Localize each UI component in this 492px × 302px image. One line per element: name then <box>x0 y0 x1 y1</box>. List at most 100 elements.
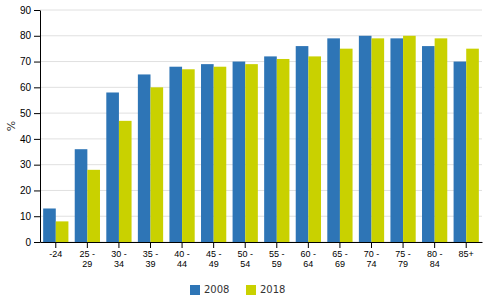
y-tick: 20 <box>20 185 40 196</box>
x-tick-mark <box>434 242 435 248</box>
bar-series <box>56 36 479 242</box>
x-tick-label-line: 70 - <box>364 249 380 259</box>
x-tick-label: 30 -34 <box>111 249 127 269</box>
x-tick-label-line: 79 <box>398 259 408 269</box>
x-tick-label: 65 -69 <box>332 249 348 269</box>
y-tick: 0 <box>25 237 40 248</box>
legend-item: 2018 <box>246 284 285 295</box>
x-tick-label: 50 -54 <box>237 249 253 269</box>
y-tick: 90 <box>20 5 40 16</box>
y-tick: 80 <box>20 30 40 41</box>
x-tick-label: 25 -29 <box>80 249 96 269</box>
x-tick-label-line: 60 - <box>301 249 317 259</box>
x-tick-label-line: 25 - <box>80 249 96 259</box>
x-tick-label-line: 64 <box>303 259 313 269</box>
bar <box>56 221 69 242</box>
bar <box>43 208 56 242</box>
bar <box>151 87 164 242</box>
x-tick: 25 -29 <box>80 242 96 269</box>
x-tick: 80 -84 <box>427 242 443 269</box>
y-tick-mark <box>34 87 40 88</box>
x-tick-mark <box>308 242 309 248</box>
x-tick-label-line: 54 <box>240 259 250 269</box>
x-tick-label-line: 80 - <box>427 249 443 259</box>
y-tick-mark <box>34 62 40 63</box>
legend-label: 2018 <box>260 284 285 295</box>
y-axis-line <box>40 11 41 243</box>
y-tick: 60 <box>20 82 40 93</box>
bar <box>182 69 195 242</box>
x-tick-label-line: 50 - <box>237 249 253 259</box>
x-tick-mark <box>371 242 372 248</box>
x-tick-label-line: 69 <box>335 259 345 269</box>
bar <box>106 92 119 242</box>
legend-swatch <box>190 285 200 295</box>
x-tick-mark <box>339 242 340 248</box>
bar <box>264 56 277 242</box>
x-tick-mark <box>276 242 277 248</box>
x-tick-mark <box>87 242 88 248</box>
x-tick-mark <box>182 242 183 248</box>
x-tick-label-line: 74 <box>366 259 376 269</box>
y-tick-mark <box>34 165 40 166</box>
y-tick-mark <box>34 216 40 217</box>
y-tick-mark <box>34 10 40 11</box>
bars <box>43 36 479 242</box>
x-tick-label-line: 40 - <box>174 249 190 259</box>
x-tick-mark <box>213 242 214 248</box>
y-tick-label: 10 <box>20 211 32 222</box>
x-tick-label-line: 30 - <box>111 249 127 259</box>
x-tick: 35 -39 <box>143 242 159 269</box>
x-tick: 65 -69 <box>332 242 348 269</box>
y-tick: 40 <box>20 134 40 145</box>
x-tick-label-line: 65 - <box>332 249 348 259</box>
x-tick-mark <box>403 242 404 248</box>
bar <box>340 49 353 242</box>
x-tick-label-line: 34 <box>114 259 124 269</box>
y-tick-mark <box>34 190 40 191</box>
x-tick-label: 40 -44 <box>174 249 190 269</box>
grid-line <box>40 10 482 11</box>
x-tick-mark <box>118 242 119 248</box>
x-tick-label-line: 49 <box>209 259 219 269</box>
x-tick: 55 -59 <box>269 242 285 269</box>
bar <box>75 149 88 242</box>
y-tick-label: 50 <box>20 108 32 119</box>
x-tick-label: 70 -74 <box>364 249 380 269</box>
x-tick-label-line: 44 <box>177 259 187 269</box>
bar-series <box>43 36 466 242</box>
x-tick: 45 -49 <box>206 242 222 269</box>
y-tick-mark <box>34 139 40 140</box>
y-tick-label: 0 <box>25 237 31 248</box>
x-tick-label: 85+ <box>459 249 474 259</box>
legend-item: 2008 <box>190 284 229 295</box>
bar <box>169 67 182 242</box>
bar <box>308 56 321 242</box>
x-tick-label: 55 -59 <box>269 249 285 269</box>
bar <box>403 36 416 242</box>
y-tick-mark <box>34 242 40 243</box>
x-tick-label-line: 75 - <box>395 249 411 259</box>
x-tick: 75 -79 <box>395 242 411 269</box>
y-tick: 10 <box>20 211 40 222</box>
x-tick: 85+ <box>459 242 474 259</box>
bar <box>214 67 227 242</box>
x-tick-label: 60 -64 <box>301 249 317 269</box>
legend-swatch <box>246 285 256 295</box>
x-tick-label: -24 <box>49 249 62 259</box>
bar <box>119 121 132 242</box>
y-tick-mark <box>34 113 40 114</box>
y-tick-label: 70 <box>20 56 32 67</box>
bar <box>138 74 151 242</box>
bar <box>296 46 309 242</box>
x-tick: 60 -64 <box>301 242 317 269</box>
legend-label: 2008 <box>204 284 229 295</box>
bar <box>359 36 372 242</box>
x-tick-label: 45 -49 <box>206 249 222 269</box>
bar <box>87 170 100 242</box>
x-tick-label-line: 45 - <box>206 249 222 259</box>
x-tick-mark <box>150 242 151 248</box>
y-tick-label: 30 <box>20 159 32 170</box>
x-tick: 70 -74 <box>364 242 380 269</box>
bar <box>466 49 479 242</box>
